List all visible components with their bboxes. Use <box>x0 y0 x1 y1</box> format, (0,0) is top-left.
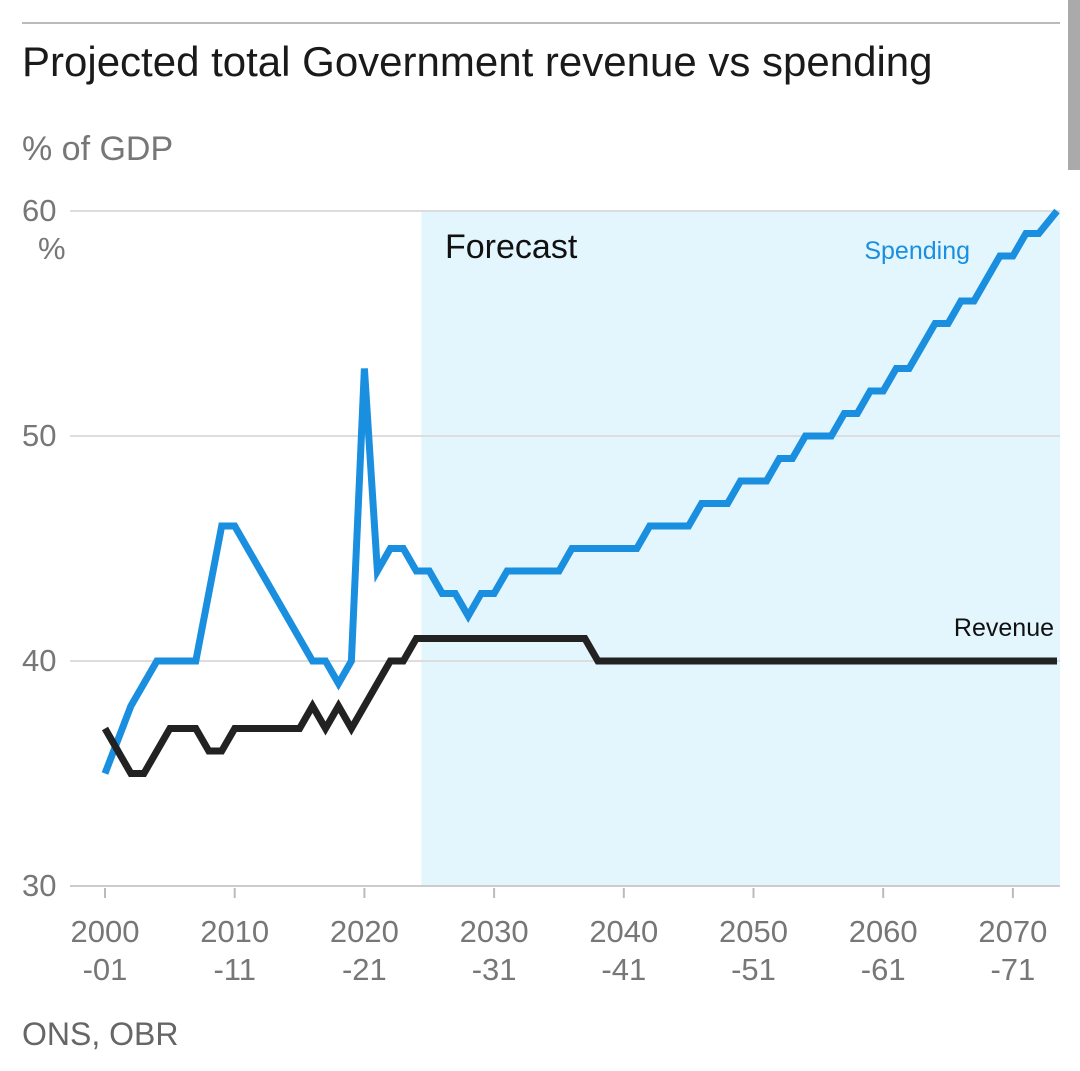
x-tick-sublabel: -21 <box>342 952 387 987</box>
x-tick-sublabel: -11 <box>213 952 256 987</box>
source-note: ONS, OBR <box>22 1016 179 1052</box>
legend-spending: Spending <box>864 237 970 265</box>
chart-title: Projected total Government revenue vs sp… <box>22 38 933 85</box>
x-tick-label: 2020 <box>330 914 399 949</box>
scrollbar[interactable] <box>1068 0 1080 170</box>
y-tick-unit: % <box>38 231 66 266</box>
x-tick-sublabel: -71 <box>990 952 1035 987</box>
y-tick-label: 30 <box>22 868 56 903</box>
x-tick-sublabel: -31 <box>472 952 517 987</box>
legend-revenue: Revenue <box>954 614 1054 642</box>
x-tick-sublabel: -61 <box>861 952 906 987</box>
y-tick-label: 60 <box>22 193 56 228</box>
x-tick-label: 2000 <box>71 914 140 949</box>
series-line-spending <box>101 208 1060 775</box>
top-rule <box>22 22 1060 24</box>
y-axis-label: % of GDP <box>22 130 174 168</box>
x-tick-sublabel: -01 <box>83 952 128 987</box>
x-tick-sublabel: -41 <box>601 952 646 987</box>
series-line-revenue <box>101 635 1057 777</box>
forecast-region <box>421 211 1060 886</box>
x-tick-sublabel: -51 <box>731 952 776 987</box>
x-tick-label: 2050 <box>719 914 788 949</box>
forecast-label: Forecast <box>445 228 578 266</box>
y-tick-label: 50 <box>22 418 56 453</box>
x-tick-label: 2010 <box>200 914 269 949</box>
x-tick-label: 2030 <box>460 914 529 949</box>
y-tick-label: 40 <box>22 643 56 678</box>
x-tick-label: 2070 <box>978 914 1047 949</box>
x-tick-label: 2040 <box>589 914 658 949</box>
x-tick-label: 2060 <box>849 914 918 949</box>
